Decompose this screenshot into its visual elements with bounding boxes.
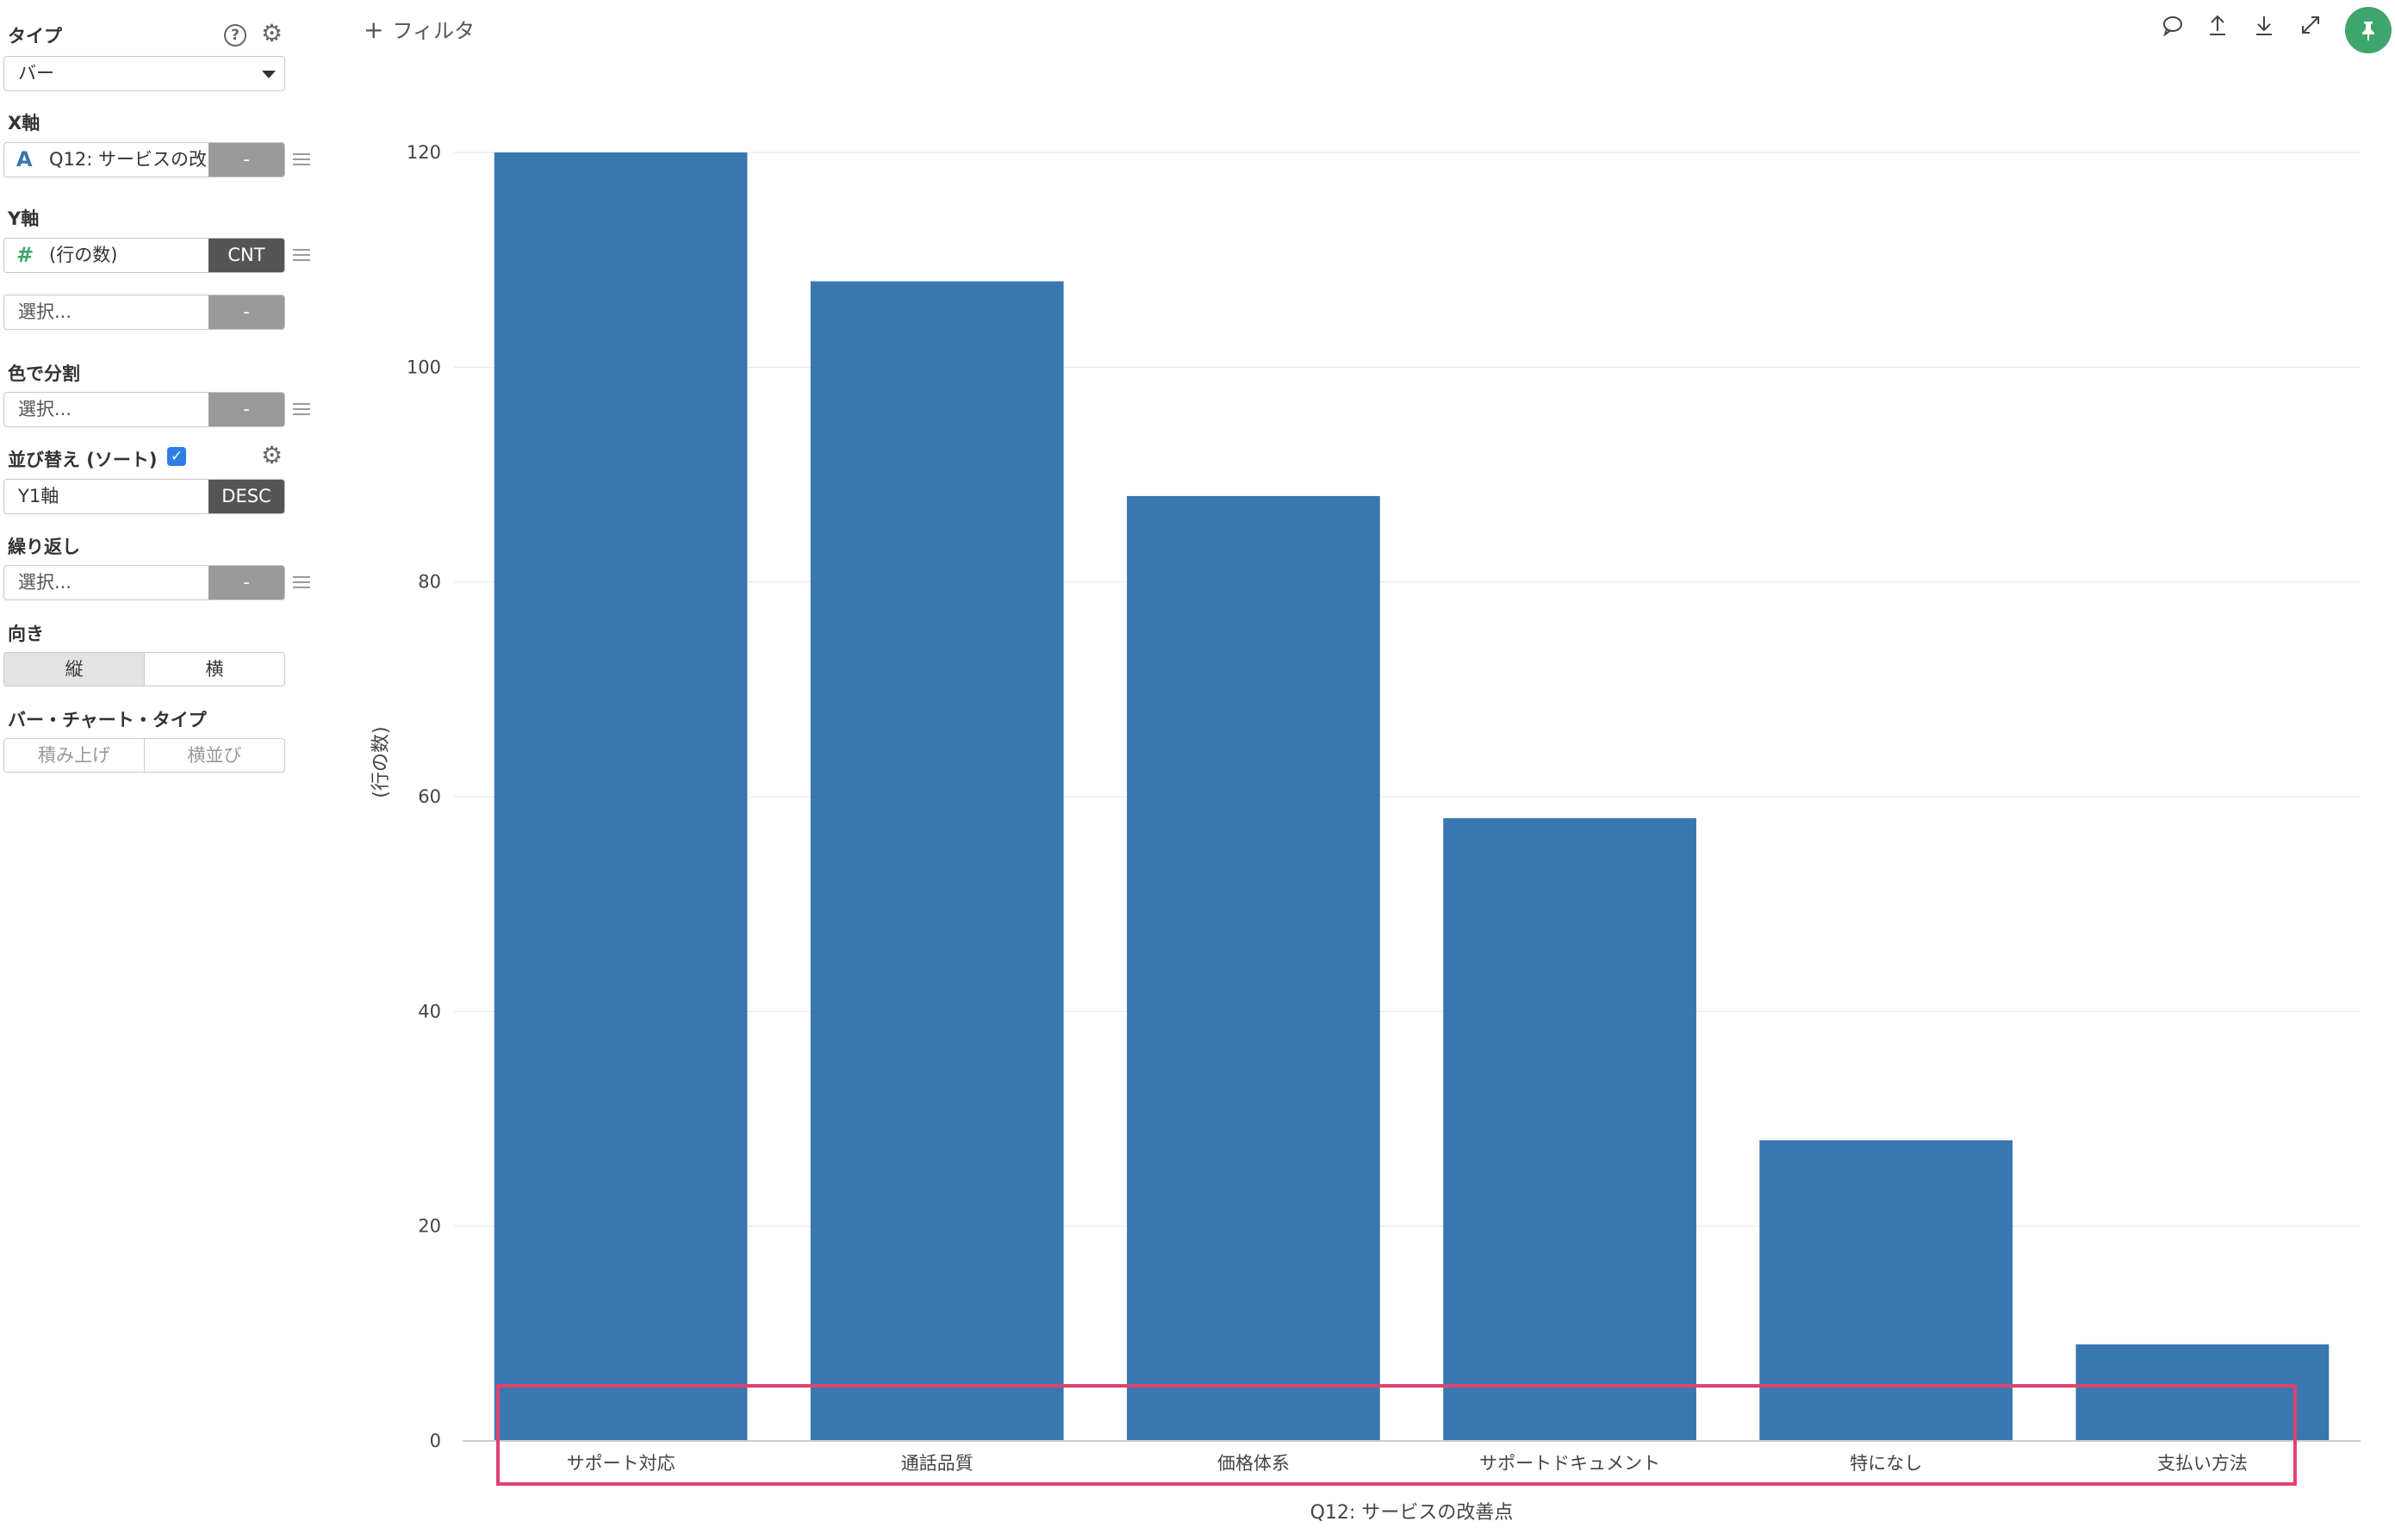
- filter-label: フィルタ: [392, 19, 475, 43]
- x-tick-label: 支払い方法: [2157, 1453, 2248, 1474]
- repeat-label: 繰り返し: [8, 537, 80, 557]
- y-tick-label: 0: [430, 1431, 441, 1451]
- plus-icon: +: [364, 16, 384, 44]
- chart-type-value: バー: [18, 63, 54, 84]
- color-split-menu-icon[interactable]: [293, 403, 310, 415]
- comment-icon[interactable]: [2159, 14, 2187, 41]
- type-label: タイプ: [8, 26, 62, 47]
- y-axis-ticks: 0 20 40 60 80 100 120: [407, 142, 441, 1451]
- y-axis-field[interactable]: # (行の数) CNT: [3, 238, 285, 273]
- side-by-side-option[interactable]: 横並び: [144, 739, 284, 772]
- y-tick-label: 120: [407, 142, 441, 163]
- category-labels-highlight-box: [496, 1384, 2297, 1486]
- expand-icon[interactable]: [2297, 14, 2324, 41]
- chart-type-select[interactable]: バー: [3, 56, 285, 91]
- color-split-label: 色で分割: [8, 363, 80, 384]
- bar[interactable]: [2075, 1344, 2330, 1441]
- x-axis-aggregate-button[interactable]: -: [208, 143, 284, 177]
- y-axis-aggregate-button[interactable]: CNT: [208, 239, 284, 272]
- y-tick-label: 40: [418, 1001, 441, 1021]
- stacked-option[interactable]: 積み上げ: [38, 745, 110, 766]
- x-tick-label: 特になし: [1850, 1453, 1922, 1474]
- bar[interactable]: [1759, 1139, 2013, 1441]
- sort-field[interactable]: Y1軸 DESC: [3, 479, 285, 514]
- y-axis-menu-icon[interactable]: [293, 249, 310, 261]
- orientation-horizontal-option[interactable]: 横: [144, 653, 284, 686]
- repeat-menu-icon[interactable]: [293, 576, 310, 588]
- x-axis-value: Q12: サービスの改: [49, 149, 208, 170]
- add-filter-button[interactable]: + フィルタ: [364, 14, 475, 44]
- repeat-aggregate-button[interactable]: -: [208, 566, 284, 599]
- sort-settings-gear-icon[interactable]: ⚙: [261, 441, 283, 469]
- sort-value: Y1軸: [18, 486, 59, 506]
- y-axis-extra-placeholder: 選択...: [18, 301, 72, 322]
- x-tick-label: サポートドキュメント: [1479, 1453, 1660, 1474]
- x-tick-label: 通話品質: [901, 1453, 974, 1474]
- x-axis-menu-icon[interactable]: [293, 153, 310, 165]
- upload-icon[interactable]: [2204, 14, 2231, 41]
- bar-chart-type-label: バー・チャート・タイプ: [8, 710, 207, 730]
- y-tick-label: 100: [407, 357, 441, 377]
- repeat-placeholder: 選択...: [18, 572, 72, 593]
- x-axis-field[interactable]: A Q12: サービスの改 -: [3, 142, 285, 177]
- x-axis-title: Q12: サービスの改善点: [1310, 1502, 1514, 1524]
- bars: [494, 152, 2330, 1442]
- number-type-icon: #: [16, 243, 34, 267]
- repeat-field[interactable]: 選択... -: [3, 565, 285, 600]
- chart-settings-sidebar: タイプ ? ⚙ バー X軸 A Q12: サービスの改 - Y軸 # (行の数)…: [0, 0, 319, 1540]
- y-tick-label: 80: [418, 572, 441, 593]
- pin-icon[interactable]: [2345, 7, 2392, 53]
- y-tick-label: 20: [418, 1216, 441, 1237]
- x-tick-label: サポート対応: [567, 1453, 675, 1474]
- sort-label: 並び替え (ソート): [8, 450, 158, 470]
- settings-gear-icon[interactable]: ⚙: [261, 19, 283, 47]
- bar[interactable]: [494, 152, 748, 1441]
- sort-order-button[interactable]: DESC: [208, 480, 284, 513]
- x-axis-ticks: サポート対応 通話品質 価格体系 サポートドキュメント 特になし 支払い方法: [567, 1453, 2248, 1474]
- text-type-icon: A: [16, 147, 33, 171]
- bar[interactable]: [810, 281, 1064, 1442]
- x-axis-label: X軸: [8, 113, 40, 134]
- bar[interactable]: [1127, 495, 1380, 1441]
- y-axis-title: (行の数): [370, 726, 392, 798]
- orientation-vertical-option[interactable]: 縦: [4, 653, 144, 686]
- color-split-aggregate-button[interactable]: -: [208, 393, 284, 426]
- grid-lines: [454, 152, 2361, 1227]
- download-icon[interactable]: [2250, 14, 2278, 41]
- orientation-toggle: 縦 横: [3, 652, 285, 686]
- color-split-placeholder: 選択...: [18, 399, 72, 419]
- y-axis-extra-aggregate-button[interactable]: -: [208, 295, 284, 329]
- help-icon[interactable]: ?: [224, 24, 246, 47]
- y-tick-label: 60: [418, 786, 441, 807]
- bar[interactable]: [1443, 817, 1696, 1441]
- x-tick-label: 価格体系: [1217, 1453, 1290, 1474]
- color-split-field[interactable]: 選択... -: [3, 392, 285, 427]
- orientation-label: 向き: [8, 624, 44, 644]
- sort-checkbox[interactable]: ✓: [167, 447, 186, 466]
- bar-chart-type-toggle: 積み上げ 横並び: [3, 738, 285, 773]
- y-axis-label: Y軸: [8, 208, 40, 229]
- y-axis-extra-field[interactable]: 選択... -: [3, 295, 285, 330]
- y-axis-value: (行の数): [49, 245, 118, 265]
